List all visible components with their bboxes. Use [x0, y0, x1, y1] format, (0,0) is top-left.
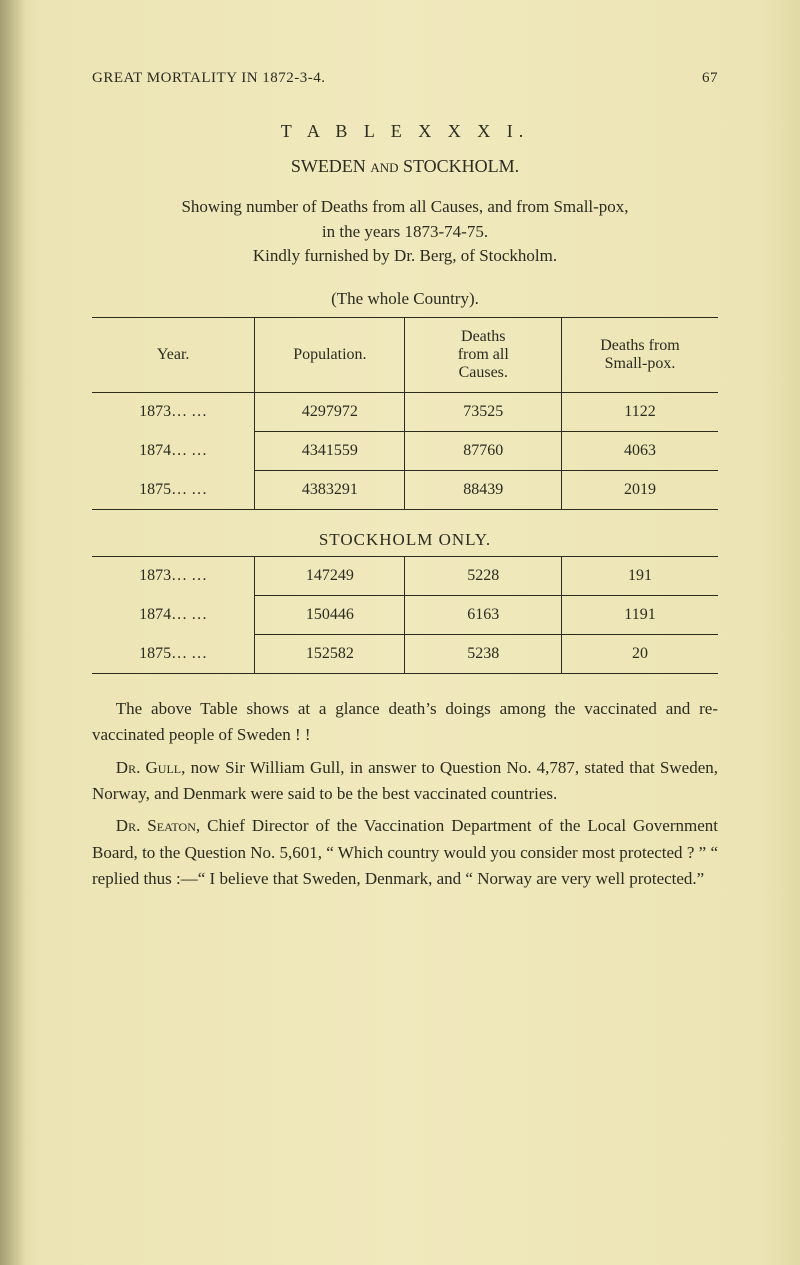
- running-title: GREAT MORTALITY IN 1872-3-4.: [92, 70, 326, 87]
- caption-pre: SWEDEN: [291, 156, 371, 176]
- table-row: 1873… … 4297972 73525 1122: [92, 392, 718, 431]
- cell-deaths-all: 87760: [405, 431, 562, 470]
- cell-year: 1874… …: [92, 595, 255, 634]
- table-row: 1875… … 152582 5238 20: [92, 634, 718, 673]
- paragraph-2: Dr. Gull, now Sir William Gull, in answe…: [92, 755, 718, 808]
- page: GREAT MORTALITY IN 1872-3-4. 67 T A B L …: [0, 0, 800, 1265]
- cell-year: 1873… …: [92, 556, 255, 595]
- table-caption: SWEDEN and STOCKHOLM.: [92, 156, 718, 177]
- cell-year: 1874… …: [92, 431, 255, 470]
- cell-year: 1875… …: [92, 634, 255, 673]
- cell-deaths-sp: 1122: [561, 392, 718, 431]
- cell-population: 147249: [255, 556, 405, 595]
- cell-population: 152582: [255, 634, 405, 673]
- cell-deaths-all: 88439: [405, 470, 562, 509]
- name-gull: Dr. Gull: [116, 758, 181, 777]
- cell-population: 4297972: [255, 392, 405, 431]
- intro-line-1: Showing number of Deaths from all Causes…: [181, 197, 628, 216]
- cell-population: 150446: [255, 595, 405, 634]
- col-deaths-all: Deaths from all Causes.: [405, 317, 562, 392]
- cell-deaths-all: 6163: [405, 595, 562, 634]
- table-intro: Showing number of Deaths from all Causes…: [92, 195, 718, 269]
- cell-deaths-sp: 1191: [561, 595, 718, 634]
- cell-deaths-all: 5228: [405, 556, 562, 595]
- cell-deaths-all: 73525: [405, 392, 562, 431]
- cell-deaths-sp: 20: [561, 634, 718, 673]
- body-text: The above Table shows at a glance death’…: [92, 696, 718, 892]
- cell-year: 1875… …: [92, 470, 255, 509]
- caption-and: and: [370, 156, 398, 176]
- table-row: 1873… … 147249 5228 191: [92, 556, 718, 595]
- cell-deaths-sp: 191: [561, 556, 718, 595]
- cell-population: 4341559: [255, 431, 405, 470]
- table-header-row: Year. Population. Deaths from all Causes…: [92, 317, 718, 392]
- paragraph-3: Dr. Seaton, Chief Director of the Vaccin…: [92, 813, 718, 892]
- cell-deaths-sp: 2019: [561, 470, 718, 509]
- table-row: 1875… … 4383291 88439 2019: [92, 470, 718, 509]
- col-population: Population.: [255, 317, 405, 392]
- stockholm-table: 1873… … 147249 5228 191 1874… … 150446 6…: [92, 556, 718, 674]
- intro-line-2: in the years 1873-74-75.: [322, 222, 488, 241]
- name-seaton: Dr. Seaton: [116, 816, 196, 835]
- page-number: 67: [702, 70, 718, 87]
- cell-deaths-all: 5238: [405, 634, 562, 673]
- paragraph-1: The above Table shows at a glance death’…: [92, 696, 718, 749]
- country-table: Year. Population. Deaths from all Causes…: [92, 317, 718, 510]
- paragraph-2-rest: , now Sir William Gull, in answer to Que…: [92, 758, 718, 803]
- cell-year: 1873… …: [92, 392, 255, 431]
- col-year: Year.: [92, 317, 255, 392]
- table-row: 1874… … 150446 6163 1191: [92, 595, 718, 634]
- cell-deaths-sp: 4063: [561, 431, 718, 470]
- col-deaths-smallpox: Deaths from Small-pox.: [561, 317, 718, 392]
- cell-population: 4383291: [255, 470, 405, 509]
- running-head: GREAT MORTALITY IN 1872-3-4. 67: [92, 70, 718, 87]
- subcaption: (The whole Country).: [92, 289, 718, 309]
- stockholm-heading: STOCKHOLM ONLY.: [92, 530, 718, 550]
- table-row: 1874… … 4341559 87760 4063: [92, 431, 718, 470]
- table-label: T A B L E X X X I.: [92, 121, 718, 142]
- caption-post: STOCKHOLM.: [398, 156, 519, 176]
- intro-line-3: Kindly furnished by Dr. Berg, of Stockho…: [253, 246, 557, 265]
